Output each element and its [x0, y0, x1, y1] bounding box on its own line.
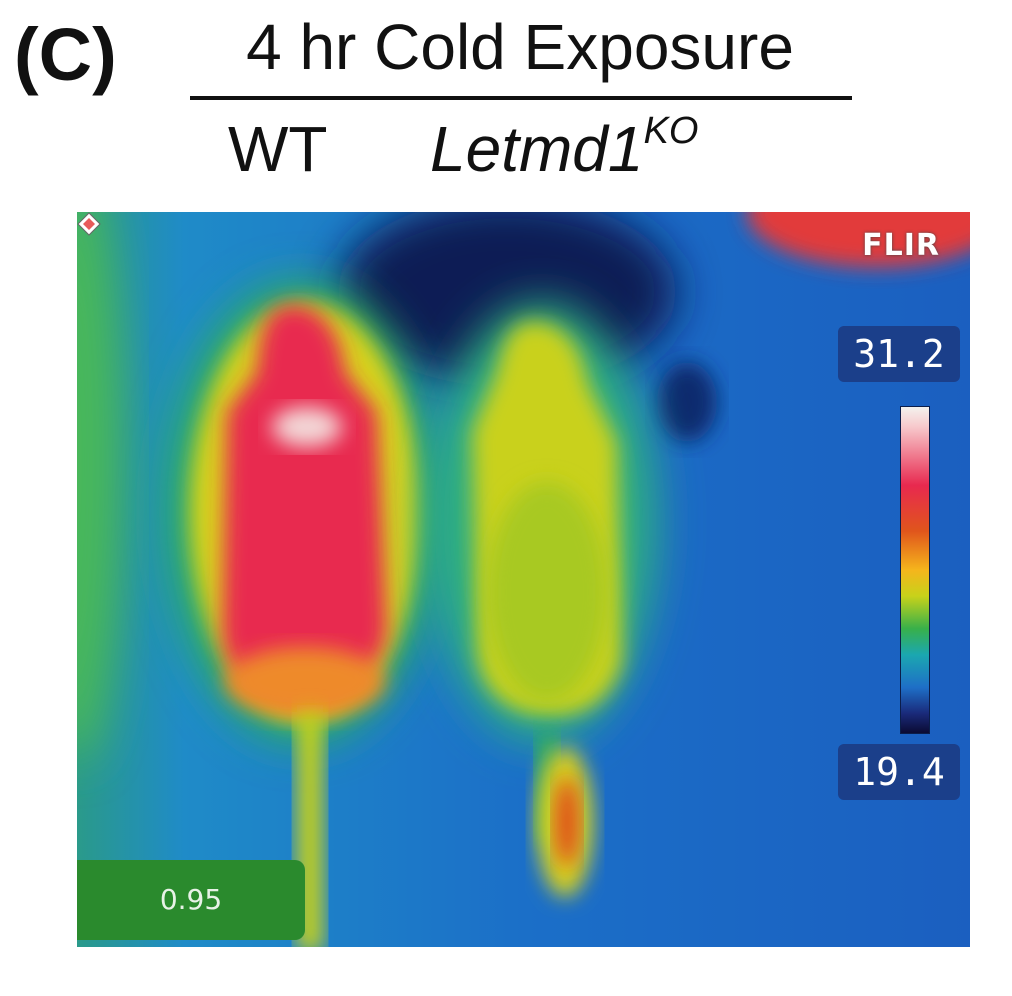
group-labels: WT Letmd1KO [0, 109, 1012, 202]
ko-mouse-tail-hotspot [555, 777, 579, 867]
thermal-scene [77, 212, 970, 947]
scale-min-value: 19.4 [838, 744, 960, 800]
title-underline [190, 96, 852, 100]
group-label-wt: WT [228, 113, 328, 185]
emissivity-readout: 0.95 [77, 860, 305, 940]
knockout-gene-name: Letmd1 [430, 113, 644, 185]
panel-label: (C) [14, 13, 117, 96]
warm-corner [747, 212, 970, 267]
wt-mouse-body [222, 305, 387, 701]
knockout-superscript: KO [643, 109, 699, 152]
thermal-image: FLIR 31.2 19.4 0.95 [77, 212, 970, 947]
left-edge-glow [77, 212, 122, 762]
temperature-colorbar [900, 406, 930, 734]
flir-logo-icon [77, 212, 101, 236]
wt-mouse-hotspot [272, 407, 342, 447]
figure-title: 4 hr Cold Exposure [246, 11, 794, 83]
group-label-knockout: Letmd1KO [430, 109, 699, 186]
wt-mouse-lower [225, 647, 385, 717]
cold-spot [657, 362, 717, 442]
scale-max-value: 31.2 [838, 326, 960, 382]
ko-mouse-lower [487, 482, 607, 702]
flir-brand: FLIR [862, 228, 940, 263]
